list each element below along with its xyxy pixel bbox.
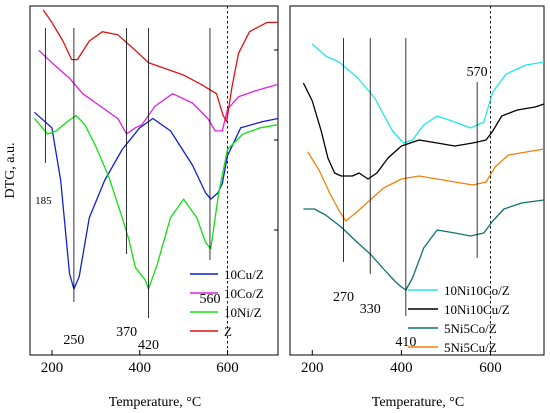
x-tick-label: 200 [41,360,64,376]
legend: 10Ni10Co/Z 10Ni10Cu/Z 5Ni5Co/Z 5Ni5Cu/Z [408,283,510,355]
legend-entry: Z [224,324,232,339]
legend-entry: 5Ni5Co/Z [444,321,497,336]
peak-annotation: 560 [199,292,220,307]
chart-panel-2: 200 400 60027033041057010Ni10Co/Z10Ni10Cu/… [289,5,545,410]
peak-annotation: 330 [360,302,381,317]
series-line-10ni-z [33,114,279,290]
peak-annotation: 370 [116,325,137,340]
series-line-10ni10co-z [311,43,545,144]
x-tick-label: 400 [128,360,151,376]
x-tick-label: 600 [479,360,502,376]
x-tick-label: 200 [301,360,324,376]
series-line-5ni5cu-z [307,148,545,222]
y-axis-title: DTG, a.u. [3,143,18,199]
peak-annotation: 250 [63,333,84,348]
x-tick-label: 400 [390,360,413,376]
legend-entry: 10Ni10Co/Z [444,283,510,298]
legend-entry: 10Co/Z [224,286,264,301]
x-tick-label: 600 [216,360,239,376]
legend-entry: 5Ni5Cu/Z [444,340,497,355]
legend-entry: 10Ni10Cu/Z [444,302,510,317]
series-line-z [42,9,278,123]
x-axis-title: Temperature, °C [109,395,201,410]
legend: 10Cu/Z 10Co/Z 10Ni/Z Z [190,267,264,339]
peak-annotation: 185 [35,195,52,207]
legend-entry: 10Ni/Z [224,305,262,320]
plot-frame [29,5,279,356]
plot-frame [289,5,545,356]
peak-annotation: 420 [138,338,159,353]
series-line-10ni10cu-z [302,82,545,180]
series-line-10co-z [38,49,279,135]
peak-annotation: 270 [333,290,354,305]
series-line-5ni5co-z [303,199,545,291]
x-axis-title: Temperature, °C [372,395,464,410]
legend-entry: 10Cu/Z [224,267,264,282]
peak-annotation: 570 [467,65,488,80]
series-line-10cu-z [33,111,279,290]
